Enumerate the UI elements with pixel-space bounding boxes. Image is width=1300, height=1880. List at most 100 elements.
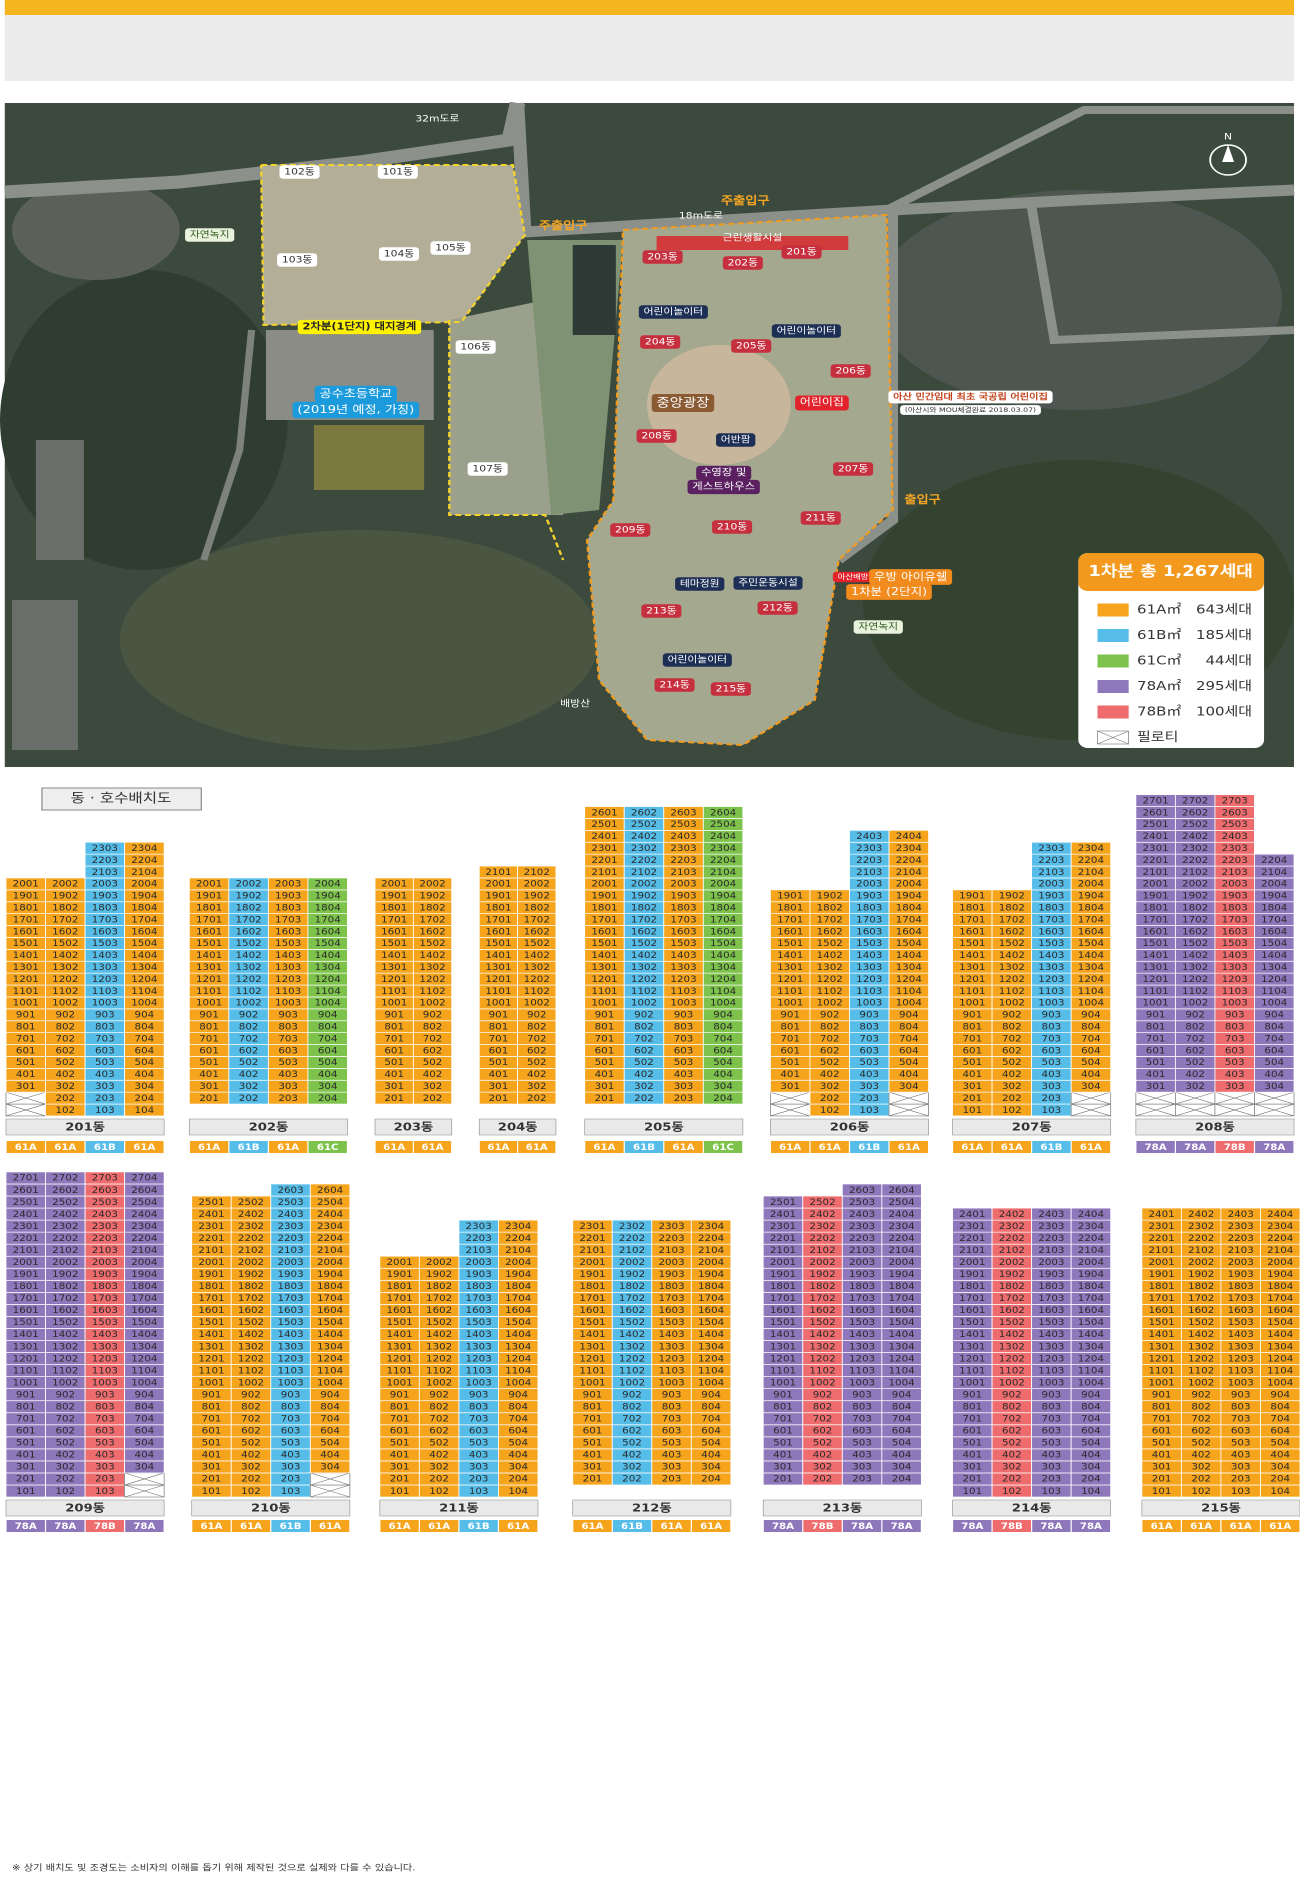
unit-number: 503	[95, 1058, 115, 1068]
unit-number: 1604	[698, 1306, 724, 1316]
map-label-bg	[277, 253, 318, 267]
unit-number: 101	[16, 1487, 36, 1497]
unit-number: 2404	[889, 1210, 915, 1220]
unit-number: 1702	[236, 915, 262, 925]
unit-number: 1101	[770, 1366, 796, 1376]
unit-cell	[307, 877, 348, 891]
type-chip-label: 61A	[389, 1522, 412, 1532]
unit-number: 1304	[698, 1342, 724, 1352]
unit-number: 402	[1185, 1070, 1205, 1080]
unit-number: 1302	[419, 963, 445, 973]
unit-number: 1201	[13, 1354, 39, 1364]
type-chip	[268, 1141, 308, 1153]
unit-number: 903	[1042, 1390, 1062, 1400]
unit-number: 904	[320, 1390, 340, 1400]
unit-number: 303	[469, 1462, 489, 1472]
unit-number: 1003	[849, 1378, 875, 1388]
unit-number: 2102	[238, 1246, 264, 1256]
unit-number: 1404	[315, 951, 341, 961]
unit-number: 1702	[817, 915, 843, 925]
unit-number: 504	[701, 1438, 721, 1448]
unit-number: 1404	[1078, 951, 1104, 961]
unit-number: 1003	[1038, 998, 1064, 1008]
unit-number: 304	[320, 1462, 340, 1472]
unit-number: 1702	[631, 915, 657, 925]
unit-number: 1304	[896, 963, 922, 973]
unit-number: 202	[820, 1094, 840, 1104]
unit-number: 1104	[1261, 987, 1287, 997]
map-label-text: 202동	[728, 258, 758, 269]
map-label-text: 우방 아이유쉘	[874, 570, 947, 583]
unit-number: 1304	[889, 1342, 915, 1352]
unit-number: 201	[202, 1474, 222, 1484]
unit-number: 1102	[619, 1366, 645, 1376]
map-label: (2019년 예정, 가칭)	[292, 401, 420, 419]
unit-number: 2002	[236, 879, 262, 889]
unit-number: 2003	[275, 879, 301, 889]
unit-number: 303	[1042, 1082, 1062, 1092]
map-label-bg	[733, 576, 803, 590]
legend-type: 필로티	[1137, 730, 1178, 744]
unit-number: 1502	[52, 939, 78, 949]
map-label-text: 출입구	[904, 492, 940, 506]
unit-number: 202	[241, 1474, 261, 1484]
unit-number: 1102	[817, 987, 843, 997]
building-name: 209동	[65, 1502, 105, 1515]
type-chip-label: 61A	[898, 1143, 921, 1153]
unit-number: 603	[1042, 1046, 1062, 1056]
building-label-bar	[374, 1118, 453, 1136]
unit-number: 1303	[1038, 1342, 1064, 1352]
map-label-text: 테마정원	[680, 579, 720, 590]
unit-number: 1003	[658, 1378, 684, 1388]
type-chip-label: 61A	[383, 1143, 406, 1153]
unit-number: 1302	[236, 963, 262, 973]
unit-number: 204	[508, 1474, 528, 1484]
unit-number: 2102	[52, 1246, 78, 1256]
unit-number: 702	[55, 1034, 75, 1044]
unit-number: 1002	[999, 998, 1025, 1008]
map-label: 배방산	[560, 699, 590, 710]
unit-number: 1602	[999, 1306, 1025, 1316]
unit-number: 802	[527, 1022, 547, 1032]
unit-number: 2003	[1228, 1258, 1254, 1268]
unit-number: 2204	[1078, 1234, 1104, 1244]
unit-number: 704	[1081, 1414, 1101, 1424]
unit-number: 2103	[1228, 1246, 1254, 1256]
map-label-text: 중앙광장	[657, 396, 710, 410]
unit-number: 304	[899, 1082, 919, 1092]
unit-number: 804	[701, 1402, 721, 1412]
unit-number: 1401	[959, 1330, 985, 1340]
unit-number: 1102	[238, 1366, 264, 1376]
unit-number: 2203	[856, 856, 882, 866]
section-title: 동 · 호수배치도	[71, 791, 172, 806]
unit-number: 1503	[670, 939, 696, 949]
unit-number: 801	[199, 1022, 219, 1032]
unit-number: 1902	[419, 891, 445, 901]
unit-number: 2002	[524, 879, 550, 889]
unit-number: 201	[489, 1094, 509, 1104]
map-label: 101동	[377, 165, 418, 179]
unit-number: 903	[662, 1390, 682, 1400]
unit-number: 404	[318, 1070, 338, 1080]
unit-number: 2004	[698, 1258, 724, 1268]
unit-number: 1701	[1143, 915, 1169, 925]
map-label-bg	[716, 433, 756, 447]
unit-number: 404	[899, 1070, 919, 1080]
unit-number: 601	[202, 1426, 222, 1436]
unit-number: 1103	[670, 987, 696, 997]
unit-number: 1102	[419, 987, 445, 997]
unit-number: 203	[1042, 1094, 1062, 1104]
unit-number: 1402	[619, 1330, 645, 1340]
unit-number: 2502	[52, 1198, 78, 1208]
unit-number: 502	[55, 1438, 75, 1448]
unit-number: 2404	[710, 832, 736, 842]
type-chip	[850, 1141, 889, 1153]
unit-number: 701	[962, 1414, 982, 1424]
unit-number: 102	[55, 1106, 75, 1116]
unit-number: 1402	[524, 951, 550, 961]
unit-number: 102	[1191, 1487, 1211, 1497]
unit-number: 1102	[52, 1366, 78, 1376]
map-label-text: 210동	[717, 522, 747, 533]
unit-number: 1803	[1228, 1282, 1254, 1292]
unit-number: 604	[320, 1426, 340, 1436]
